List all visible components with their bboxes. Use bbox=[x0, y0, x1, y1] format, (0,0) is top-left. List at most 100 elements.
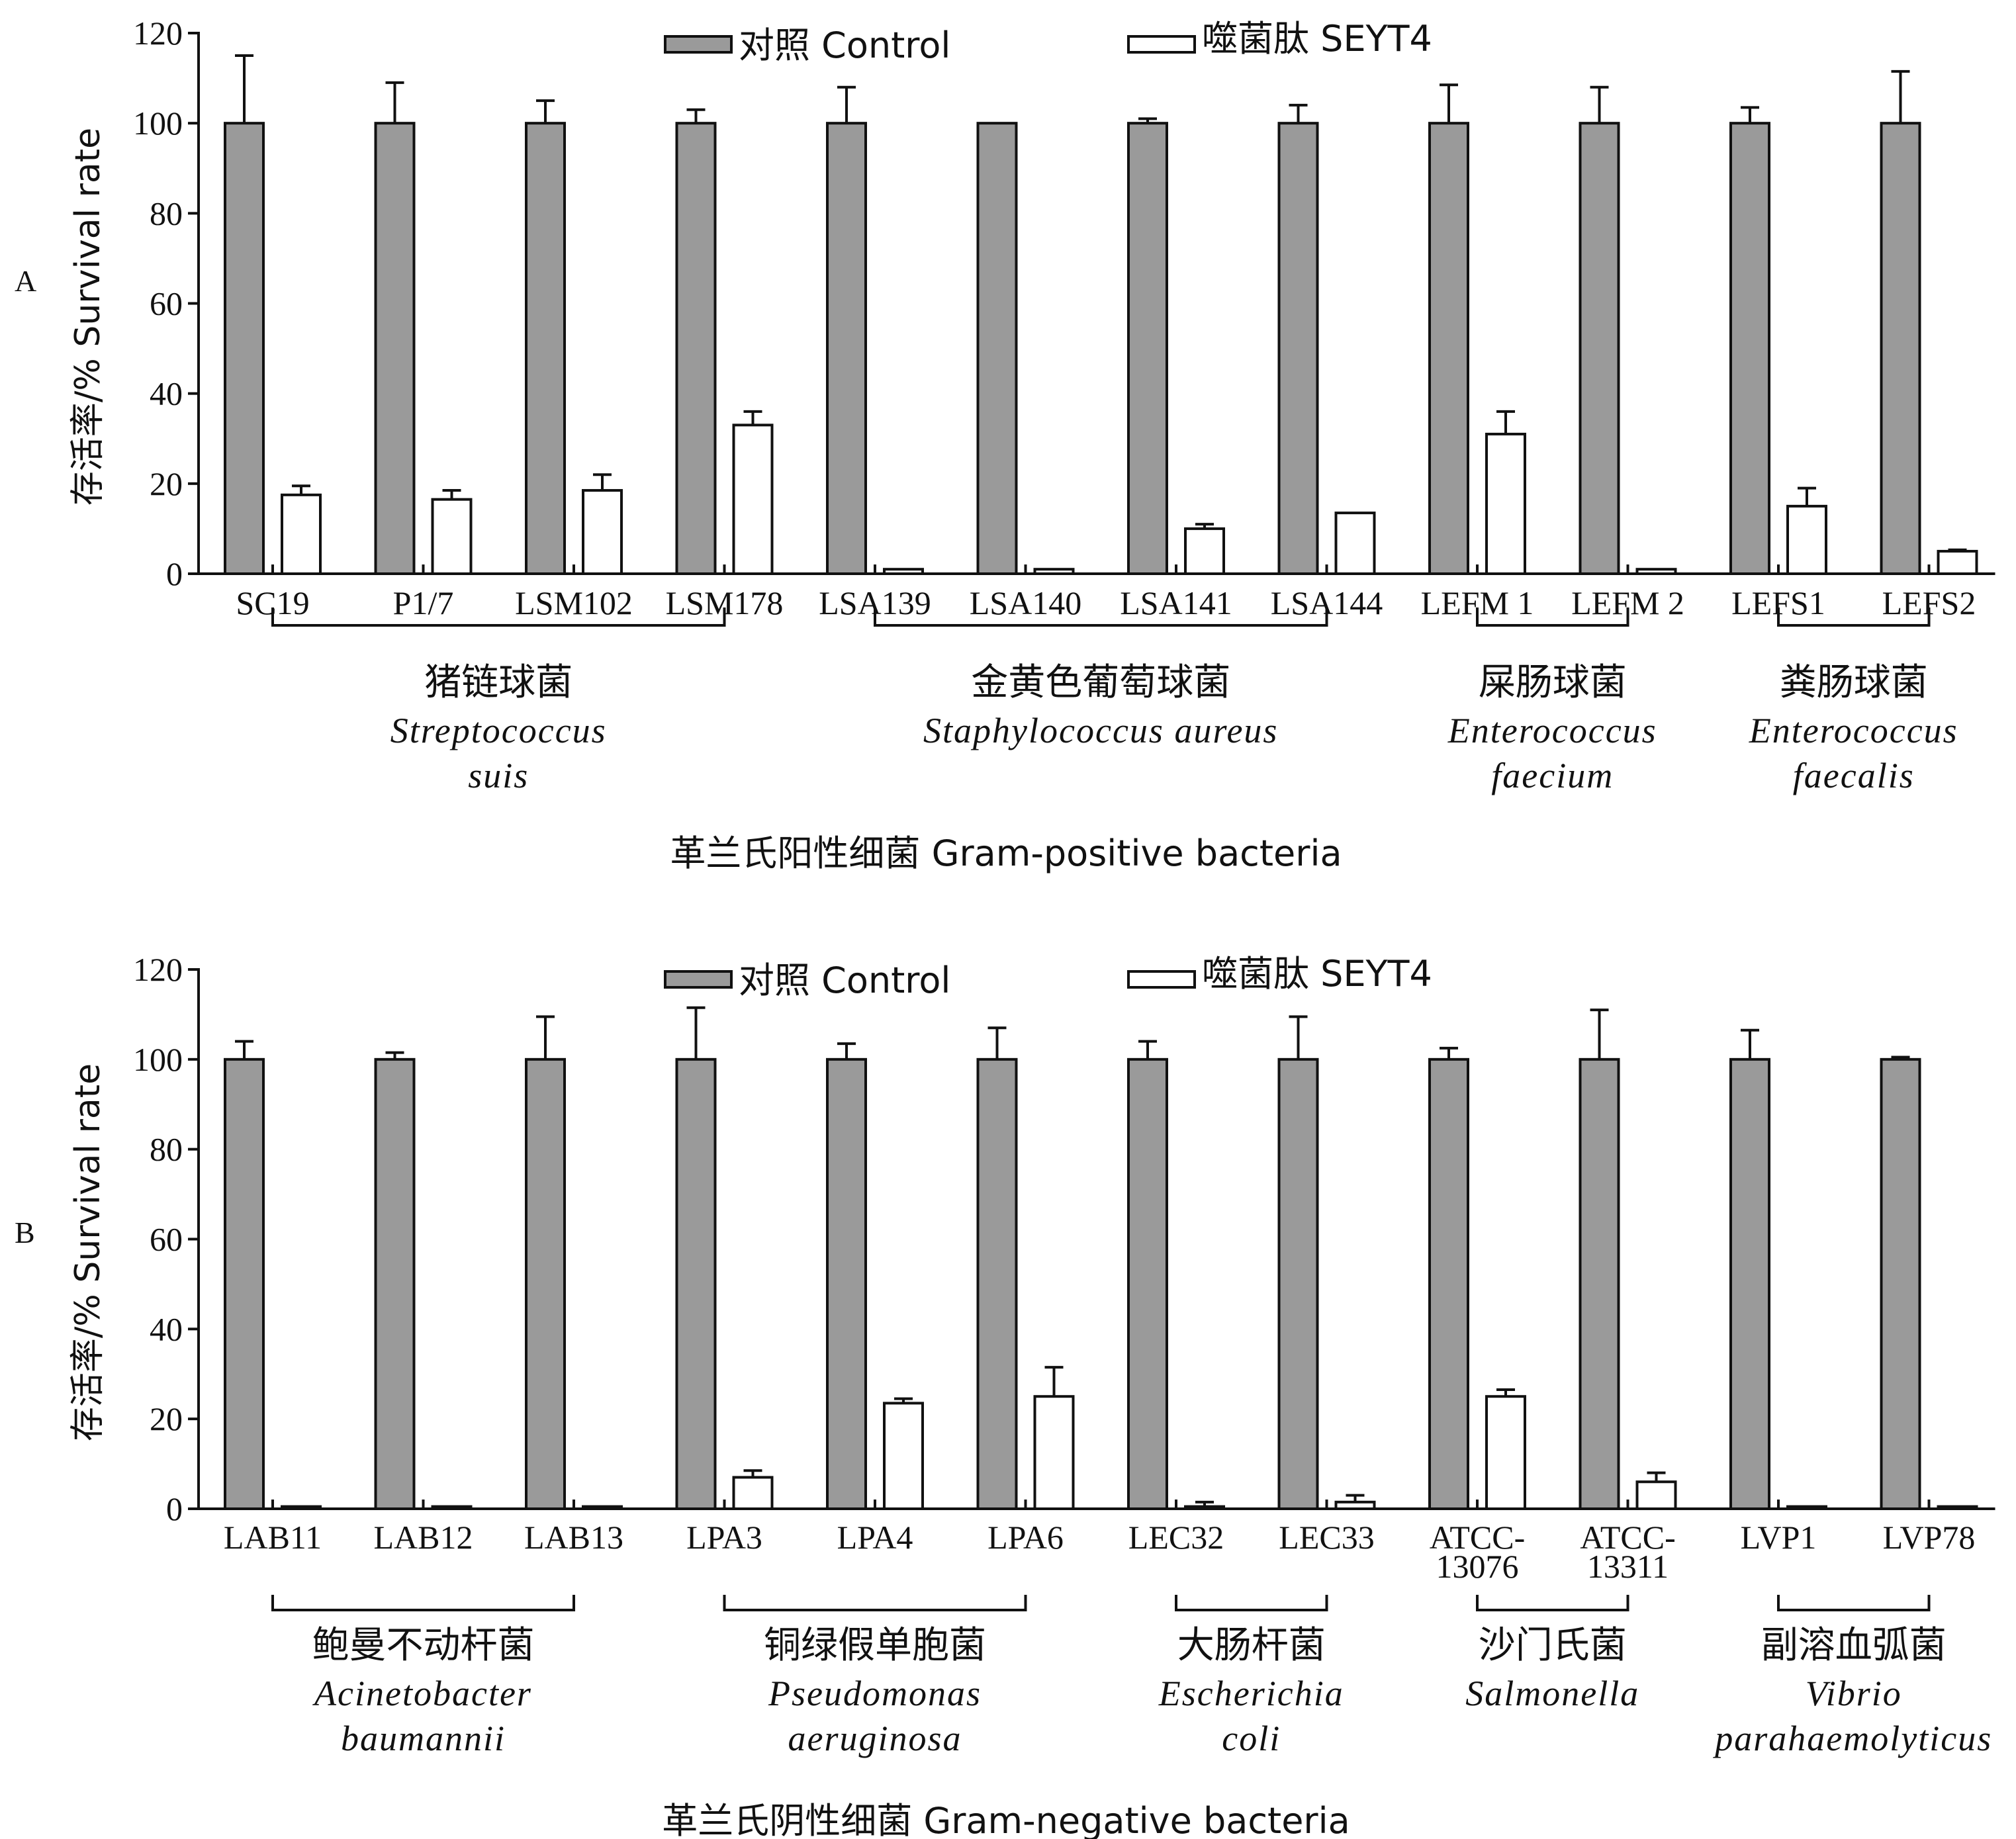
bar-treated bbox=[281, 1505, 322, 1511]
group-bracket bbox=[1476, 1595, 1629, 1611]
group-bracket bbox=[1175, 1595, 1328, 1611]
species-group: 屎肠球菌 Enterococcus faecium bbox=[1447, 607, 1657, 795]
bar-control bbox=[525, 122, 566, 575]
group-name-cn: 猪链球菌 bbox=[424, 661, 573, 704]
group-name-latin: coli bbox=[1222, 1719, 1281, 1758]
group-bracket bbox=[1777, 607, 1931, 627]
bar-treated bbox=[582, 489, 623, 576]
x-tick-label: LSA141 bbox=[1120, 584, 1232, 621]
legend-swatch-treated bbox=[1127, 970, 1196, 989]
bar-control bbox=[1127, 122, 1168, 575]
group-bracket bbox=[1476, 607, 1629, 627]
bar-treated bbox=[1033, 1395, 1075, 1510]
x-tick-label: LAB12 bbox=[374, 1519, 473, 1556]
legend-swatch-control bbox=[664, 35, 733, 54]
group-bracket bbox=[874, 607, 1328, 627]
x-axis-label: 革兰氏阳性细菌 Gram-positive bacteria bbox=[670, 832, 1342, 874]
bar-control bbox=[675, 1057, 717, 1511]
x-tick-label: 13311 bbox=[1587, 1548, 1669, 1585]
species-group: 沙门氏菌 Salmonella bbox=[1465, 1595, 1638, 1713]
group-name-latin: Enterococcus bbox=[1447, 711, 1657, 750]
bar-treated bbox=[1184, 527, 1225, 576]
group-name-latin: baumannii bbox=[341, 1719, 506, 1758]
legend-swatch-control bbox=[664, 970, 733, 989]
species-group: 大肠杆菌 Escherichia coli bbox=[1158, 1595, 1344, 1758]
group-bracket bbox=[1777, 1595, 1931, 1611]
bar-control bbox=[374, 1057, 416, 1511]
x-tick-label: LVP1 bbox=[1741, 1519, 1817, 1556]
bar-treated bbox=[1033, 568, 1075, 575]
group-name-latin: faecalis bbox=[1793, 756, 1915, 795]
legend-swatch-treated bbox=[1127, 35, 1196, 54]
legend-label-treated: 噬菌肽 SEYT4 bbox=[1202, 953, 1432, 995]
group-bracket bbox=[723, 1595, 1027, 1611]
group-name-cn: 屎肠球菌 bbox=[1479, 661, 1627, 704]
x-tick-label: LEC32 bbox=[1128, 1519, 1224, 1556]
x-tick-label: LVP78 bbox=[1883, 1519, 1976, 1556]
x-tick-label: LPA3 bbox=[686, 1519, 762, 1556]
bar-control bbox=[1428, 1057, 1469, 1511]
group-name-latin: Acinetobacter bbox=[312, 1674, 532, 1713]
legend-label-control: 对照 Control bbox=[739, 24, 950, 66]
group-name-latin: faecium bbox=[1491, 756, 1614, 795]
x-axis-label: 革兰氏阴性细菌 Gram-negative bacteria bbox=[662, 1800, 1350, 1839]
x-tick-label: LEC33 bbox=[1279, 1519, 1374, 1556]
group-name-latin: Pseudomonas bbox=[768, 1674, 982, 1713]
legend: 对照 Control 噬菌肽 SEYT4 bbox=[664, 18, 1432, 66]
y-tick-label: 80 bbox=[150, 195, 183, 232]
bar-treated bbox=[732, 424, 774, 576]
group-name-latin: Enterococcus bbox=[1749, 711, 1958, 750]
bar-treated bbox=[1786, 504, 1827, 575]
y-tick-label: 120 bbox=[133, 15, 183, 52]
bar-control bbox=[1127, 1057, 1168, 1511]
group-name-cn: 副溶血弧菌 bbox=[1761, 1624, 1947, 1667]
bar-control bbox=[1277, 122, 1319, 575]
group-name-latin: Vibrio bbox=[1806, 1674, 1902, 1713]
y-axis-label: 存活率/% Survival rate bbox=[68, 128, 108, 506]
y-tick-label: 60 bbox=[150, 1221, 183, 1258]
bar-control bbox=[525, 1057, 566, 1511]
group-name-latin: aeruginosa bbox=[788, 1719, 962, 1758]
legend-label-treated: 噬菌肽 SEYT4 bbox=[1202, 18, 1432, 60]
bar-control bbox=[675, 122, 717, 575]
bar-control bbox=[976, 122, 1018, 575]
bar-control bbox=[1579, 122, 1620, 575]
chart-panel-b: B 0 20 40 60 80 100 120 存活率/% Survival rate LAB11… bbox=[15, 951, 1995, 1839]
legend-label-control: 对照 Control bbox=[739, 960, 950, 1001]
bar-treated bbox=[431, 1505, 473, 1511]
bar-treated bbox=[883, 568, 924, 575]
group-bracket bbox=[271, 607, 726, 627]
x-tick-label: ATCC- bbox=[1580, 1519, 1675, 1556]
bar-control bbox=[1579, 1057, 1620, 1511]
group-name-cn: 沙门氏菌 bbox=[1479, 1624, 1627, 1667]
bar-control bbox=[1428, 122, 1469, 575]
x-tick-label: LPA4 bbox=[837, 1519, 913, 1556]
y-tick-label: 40 bbox=[150, 1310, 183, 1347]
x-tick-label: LPA6 bbox=[987, 1519, 1064, 1556]
species-group: 粪肠球菌 Enterococcus faecalis bbox=[1749, 607, 1958, 795]
panel-label: B bbox=[15, 1216, 35, 1249]
bar-treated bbox=[281, 493, 322, 576]
group-name-latin: Escherichia bbox=[1158, 1674, 1344, 1713]
bar-treated bbox=[1786, 1505, 1827, 1511]
bar-control bbox=[374, 122, 416, 575]
bar-control bbox=[1277, 1057, 1319, 1511]
group-name-cn: 大肠杆菌 bbox=[1177, 1624, 1326, 1667]
bar-treated bbox=[1334, 512, 1376, 576]
bar-control bbox=[826, 1057, 867, 1511]
group-name-latin: Streptococcus bbox=[390, 711, 607, 750]
group-name-cn: 粪肠球菌 bbox=[1780, 661, 1928, 704]
x-tick-label: ATCC- bbox=[1430, 1519, 1525, 1556]
x-tick-label: 13076 bbox=[1436, 1548, 1519, 1585]
group-name-latin: parahaemolyticus bbox=[1712, 1719, 1992, 1758]
y-tick-label: 80 bbox=[150, 1131, 183, 1168]
y-tick-label: 100 bbox=[133, 1041, 183, 1078]
y-tick-label: 20 bbox=[150, 465, 183, 502]
x-tick-label: LAB13 bbox=[524, 1519, 623, 1556]
x-tick-label: LAB11 bbox=[224, 1519, 322, 1556]
bar-treated bbox=[883, 1402, 924, 1510]
bar-treated bbox=[431, 498, 473, 575]
legend: 对照 Control 噬菌肽 SEYT4 bbox=[664, 953, 1432, 1001]
